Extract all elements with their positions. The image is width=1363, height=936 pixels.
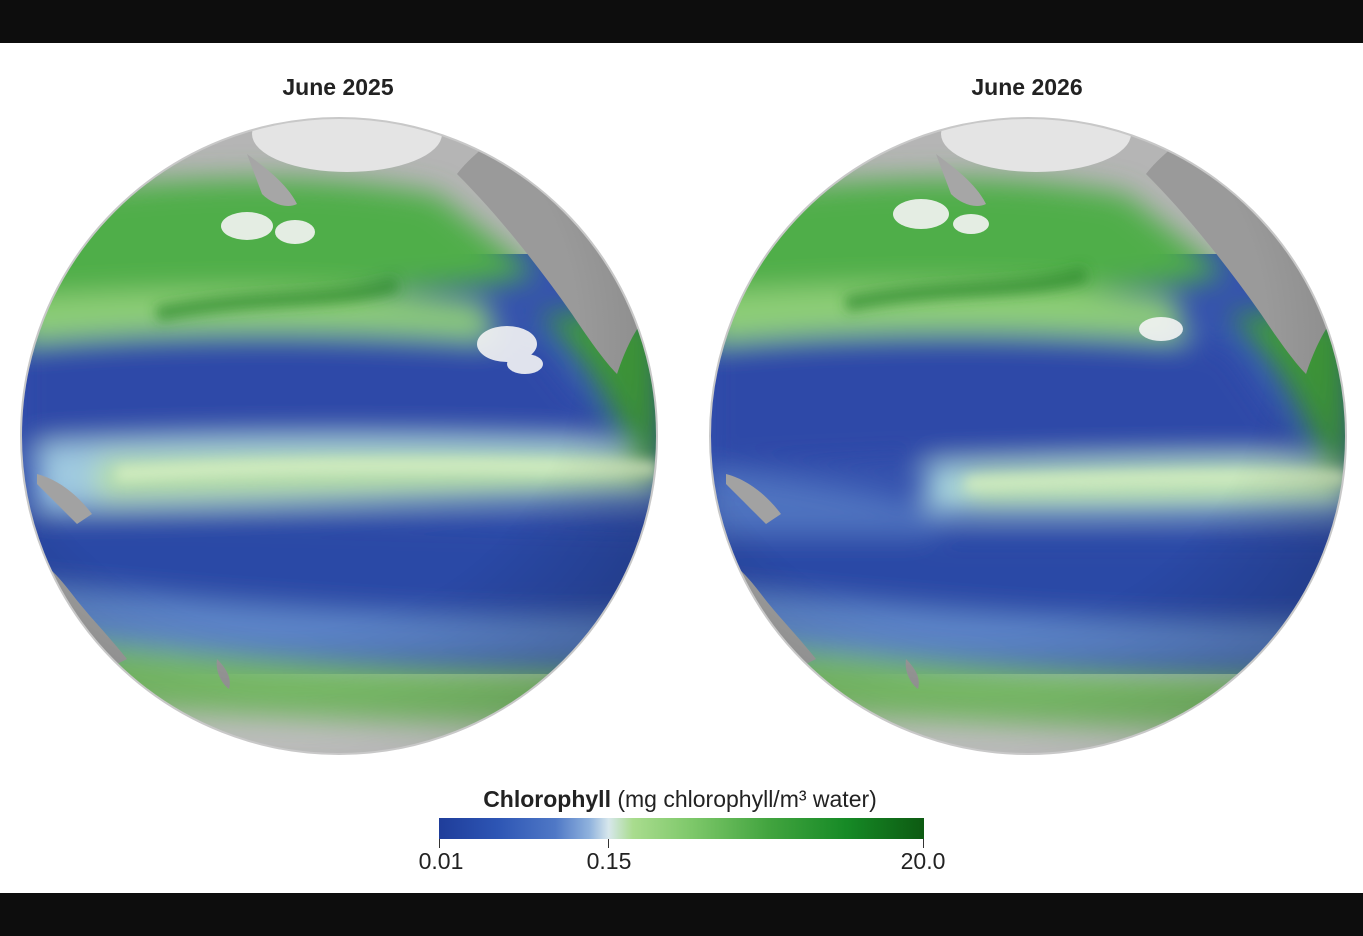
legend-color-bar: [439, 818, 924, 839]
legend-tick-label-max: 20.0: [900, 848, 946, 874]
legend-tick-mid: [608, 839, 609, 848]
legend-tick-label-min: 0.01: [418, 848, 464, 874]
legend-tick-min: [439, 839, 440, 848]
legend-title-bold: Chlorophyll: [483, 786, 611, 812]
legend-title: Chlorophyll (mg chlorophyll/m³ water): [380, 786, 980, 813]
globe-june-2026: [709, 117, 1347, 755]
letterbox-top: [0, 0, 1363, 43]
map-title-june-2025: June 2025: [282, 74, 394, 100]
legend-title-units: (mg chlorophyll/m³ water): [617, 786, 877, 812]
globe-june-2025: [20, 117, 658, 755]
map-title-june-2026: June 2026: [971, 74, 1083, 100]
letterbox-bottom: [0, 893, 1363, 936]
legend-tick-max: [923, 839, 924, 848]
legend-tick-label-mid: 0.15: [586, 848, 632, 874]
